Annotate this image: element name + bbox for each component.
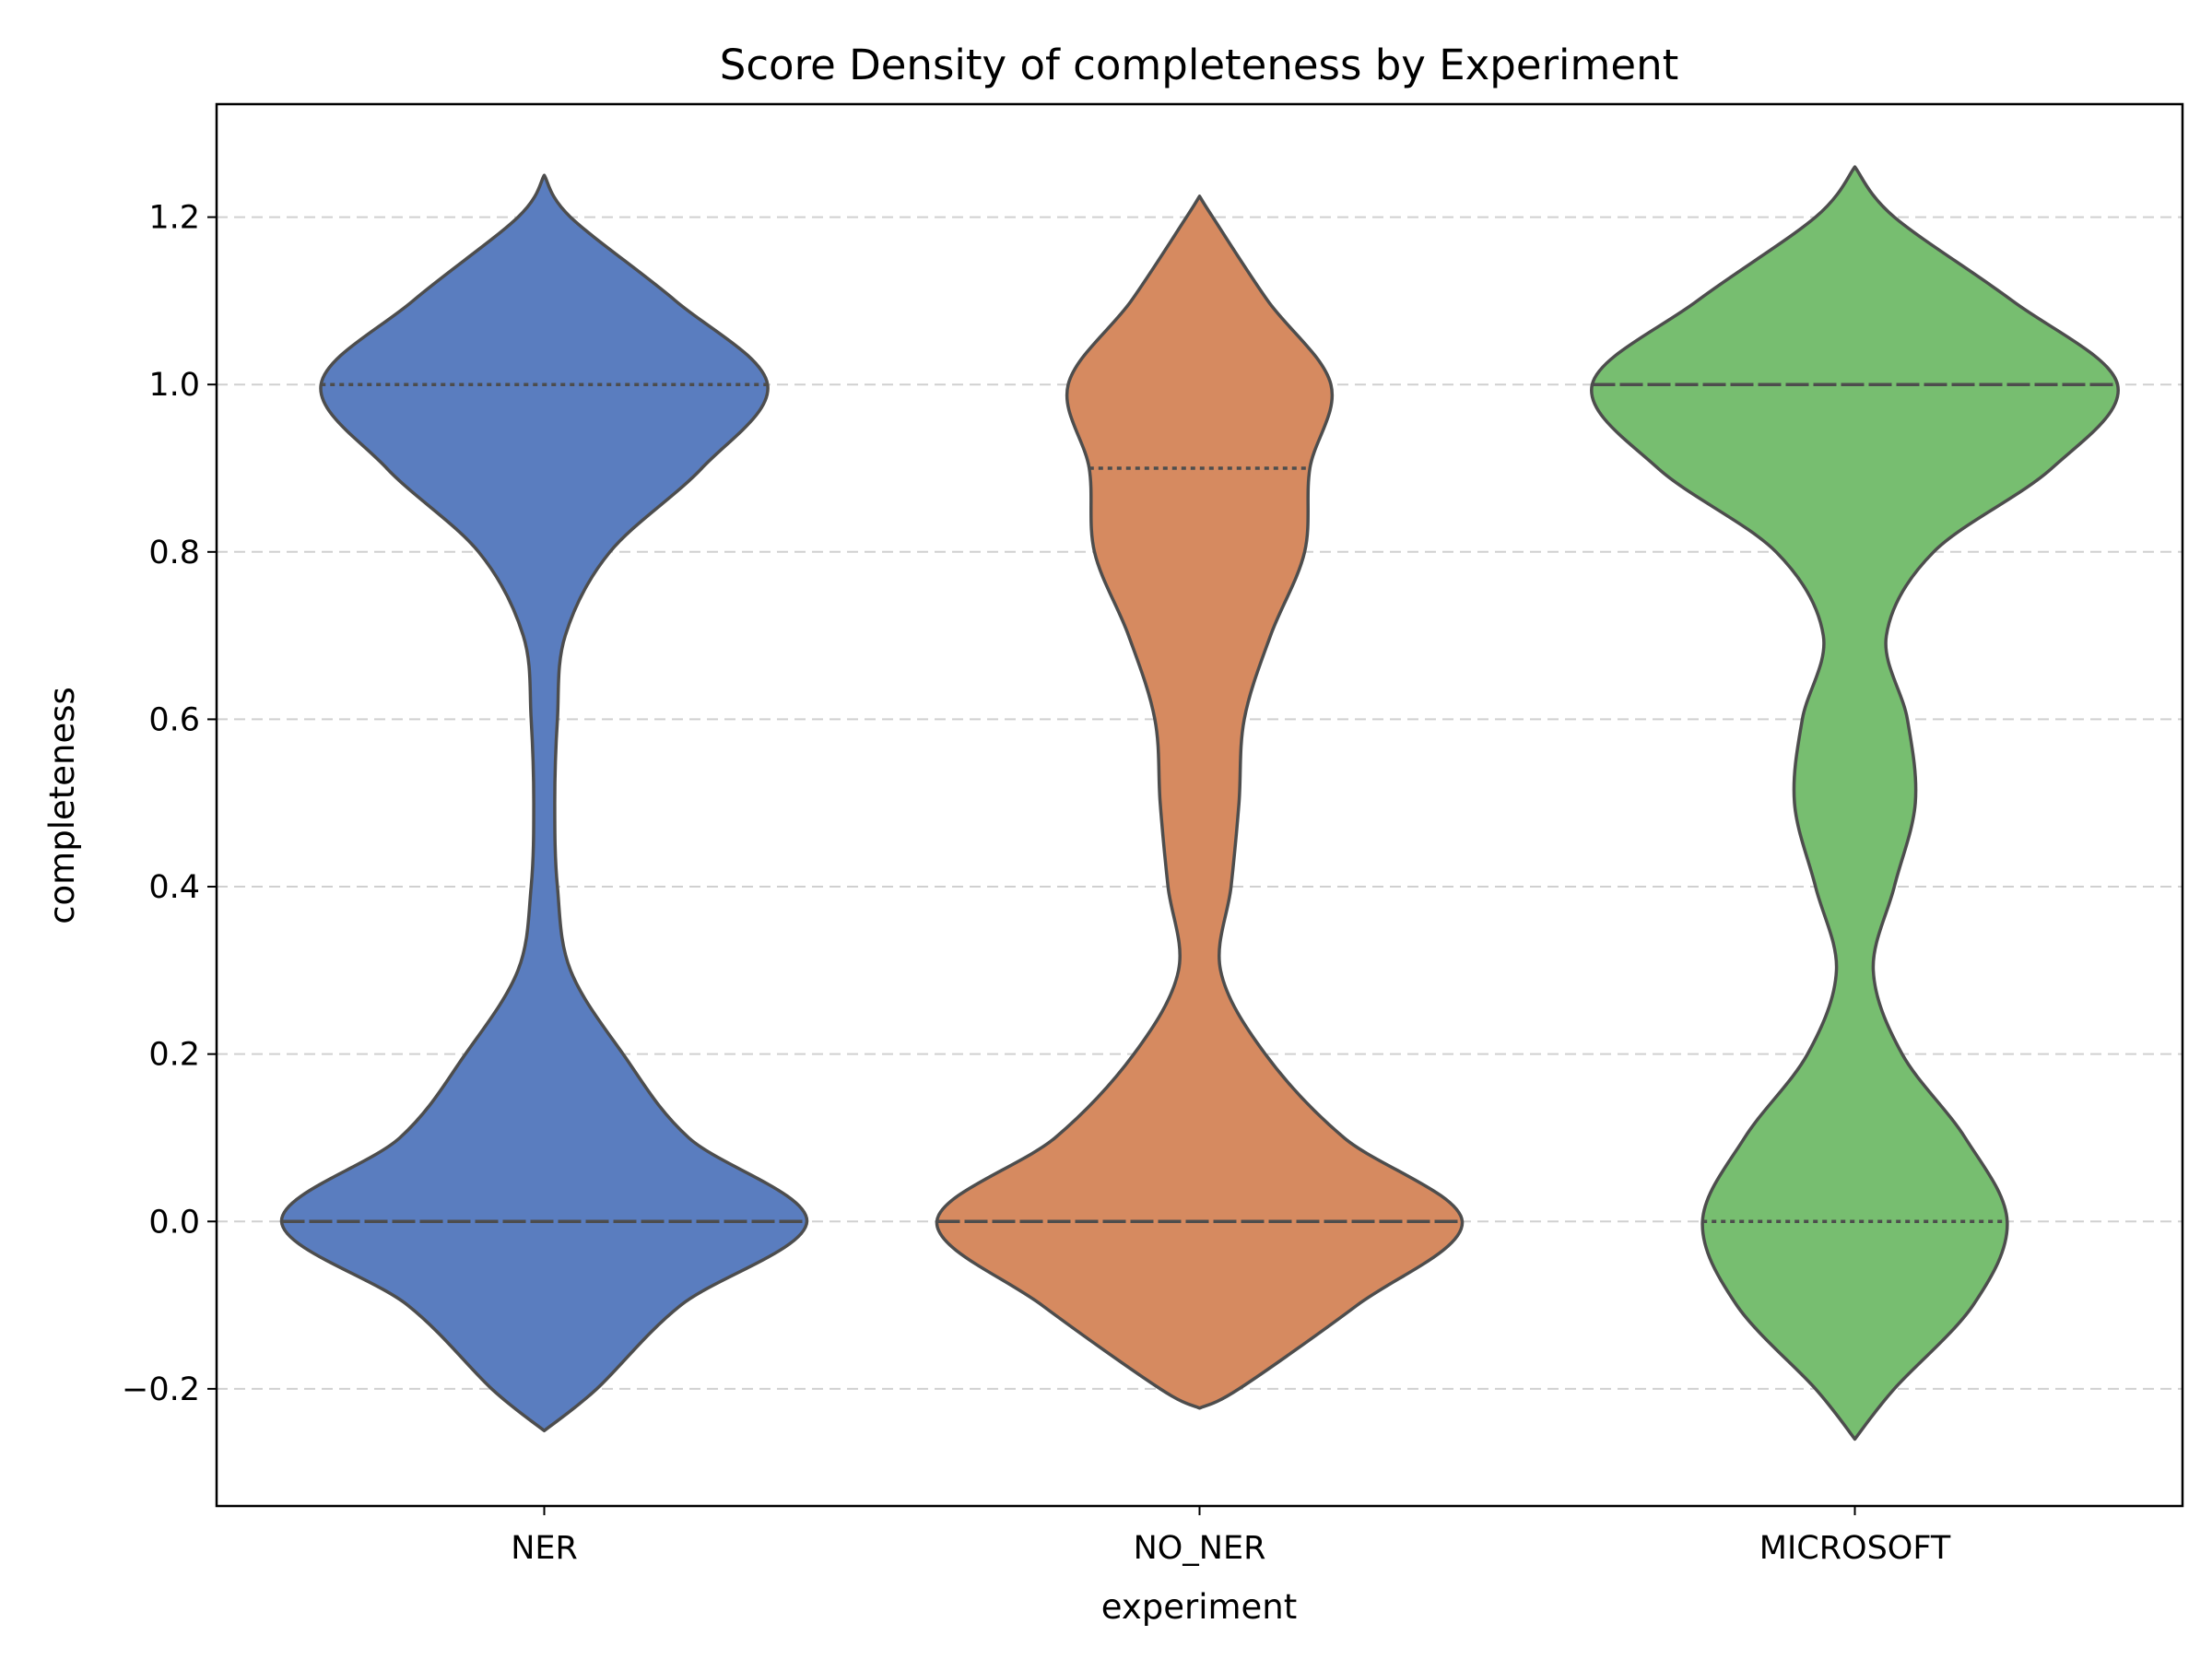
- y-tick-label: 0.4: [148, 869, 200, 906]
- y-tick-label: 1.2: [148, 200, 200, 237]
- violin-no-ner: [935, 194, 1465, 1410]
- x-axis: NER NO_NER MICROSOFT: [511, 1506, 1951, 1567]
- violin-microsoft: [1590, 165, 2120, 1441]
- y-tick-label: 0.6: [148, 701, 200, 738]
- y-tick-label: 1.0: [148, 367, 200, 404]
- y-tick-label: 0.2: [148, 1037, 200, 1074]
- y-tick-label: 0.8: [148, 535, 200, 571]
- x-tick-label: NO_NER: [1134, 1530, 1266, 1567]
- y-tick-label: 0.0: [148, 1204, 200, 1241]
- y-tick-label: −0.2: [122, 1371, 200, 1408]
- x-tick-label: NER: [511, 1530, 578, 1567]
- chart-title: Score Density of completeness by Experim…: [720, 41, 1679, 89]
- x-tick-label: MICROSOFT: [1759, 1530, 1951, 1567]
- y-axis: −0.2 0.0 0.2 0.4 0.6 0.8 1.0 1.2: [122, 200, 217, 1408]
- x-axis-title: experiment: [1101, 1587, 1298, 1627]
- violins: [279, 165, 2120, 1441]
- violin-ner: [279, 173, 809, 1433]
- y-axis-title: completeness: [42, 687, 82, 924]
